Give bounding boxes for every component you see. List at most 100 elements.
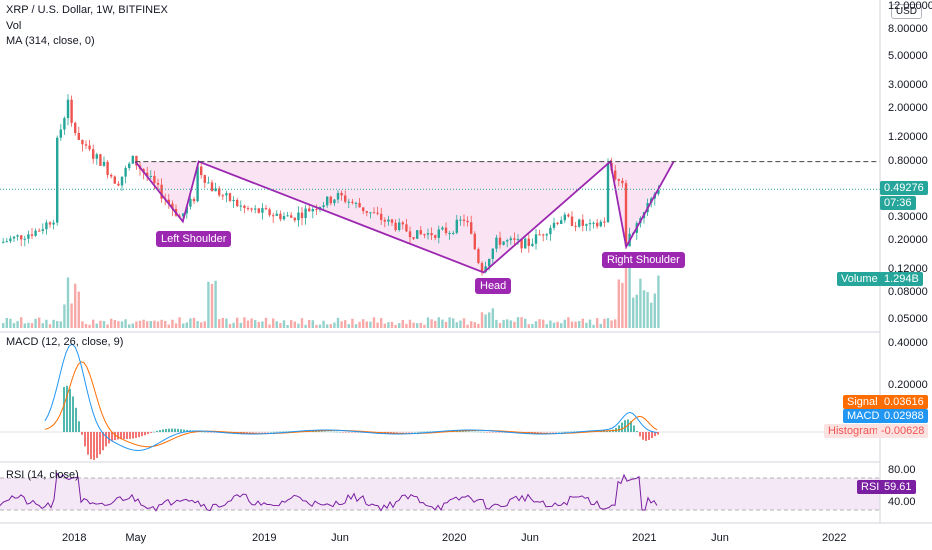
- macd-histogram-bar: [342, 432, 344, 433]
- candle-body: [326, 196, 329, 206]
- volume-bar: [419, 322, 422, 328]
- volume-bar: [326, 324, 329, 328]
- candle-body: [390, 219, 394, 223]
- macd-histogram-bar: [336, 431, 338, 433]
- macd-histogram-bar: [159, 430, 161, 432]
- macd-histogram-bar: [321, 431, 323, 432]
- volume-bar: [617, 279, 620, 328]
- macd-histogram-bar: [285, 431, 287, 432]
- volume-bar: [516, 317, 520, 328]
- volume-bar: [560, 323, 563, 328]
- volume-bar: [41, 323, 44, 328]
- macd-histogram-bar: [162, 429, 164, 432]
- candle-body: [84, 144, 88, 146]
- macd-histogram-bar: [534, 432, 536, 433]
- macd-histogram-bar: [558, 431, 560, 433]
- candle-body: [405, 224, 408, 232]
- volume-bar: [272, 318, 275, 328]
- volume-bar: [56, 321, 59, 328]
- candle-body: [2, 241, 5, 243]
- candle-body: [416, 230, 419, 239]
- candle-body: [398, 222, 401, 230]
- macd-histogram-bar: [357, 432, 359, 433]
- volume-bar: [218, 319, 221, 328]
- candle-body: [596, 222, 599, 227]
- candle-body: [394, 222, 397, 230]
- candle-body: [16, 235, 19, 237]
- macd-histogram-bar: [261, 432, 263, 433]
- volume-bar: [426, 317, 430, 328]
- macd-histogram-bar: [318, 431, 320, 432]
- candle-body: [426, 233, 430, 235]
- volume-bar: [444, 321, 448, 328]
- volume-bar: [365, 321, 368, 328]
- candle-body: [214, 188, 217, 192]
- price-tick-label: 1.20000: [888, 131, 928, 144]
- candle-body: [146, 172, 149, 177]
- macd-histogram-bar: [324, 431, 326, 432]
- time-tick-label: 2022: [822, 532, 847, 544]
- candle-body: [506, 240, 509, 242]
- candle-body: [52, 222, 55, 225]
- candle-body: [221, 195, 224, 197]
- volume-bar: [509, 320, 512, 328]
- volume-bar: [74, 283, 77, 328]
- volume-bar: [574, 321, 577, 328]
- volume-bar: [315, 324, 318, 328]
- volume-bar: [189, 318, 192, 328]
- volume-bar: [480, 312, 484, 328]
- volume-bar: [362, 319, 365, 328]
- volume-bar: [113, 320, 116, 328]
- macd-histogram-bar: [171, 428, 173, 432]
- candle-body: [30, 234, 34, 236]
- macd-histogram-bar: [639, 432, 641, 437]
- volume-bar: [610, 320, 613, 328]
- candle-body: [538, 234, 541, 236]
- price-tick-label: 3.00000: [888, 79, 928, 92]
- time-tick-label: Jun: [521, 532, 539, 544]
- macd-histogram-bar: [477, 431, 479, 433]
- time-tick-label: 2020: [442, 532, 467, 544]
- volume-bar: [318, 324, 322, 328]
- candle-body: [484, 266, 487, 273]
- volume-bar: [275, 321, 278, 328]
- time-tick-label: Jun: [711, 532, 729, 544]
- candle-body: [56, 137, 59, 223]
- candle-body: [59, 129, 62, 138]
- macd-histogram-bar: [180, 429, 182, 432]
- candle-body: [563, 214, 566, 221]
- volume-bar: [63, 304, 66, 328]
- volume-bar: [210, 283, 214, 328]
- candle-body: [77, 132, 80, 141]
- candle-body: [171, 203, 174, 209]
- volume-bar: [117, 321, 120, 328]
- macd-histogram-bar: [465, 431, 467, 432]
- candle-body: [203, 175, 206, 183]
- volume-bar: [279, 323, 282, 328]
- price-tick-label: 0.12000: [888, 262, 928, 275]
- macd-histogram-bar: [618, 425, 620, 432]
- volume-bar: [642, 290, 646, 328]
- ma-legend: MA (314, close, 0): [6, 35, 95, 47]
- volume-bar: [81, 321, 84, 328]
- candle-body: [275, 213, 278, 216]
- candle-body: [120, 176, 124, 186]
- currency-button[interactable]: USD: [890, 4, 922, 19]
- candle-body: [534, 234, 538, 244]
- candle-body: [308, 208, 311, 212]
- volume-bar: [135, 321, 138, 328]
- volume-bar: [232, 322, 235, 328]
- volume-bar: [311, 320, 314, 328]
- macd-histogram-bar: [567, 431, 569, 433]
- macd-value: 0.02988: [880, 409, 928, 423]
- macd-histogram-bar: [417, 431, 419, 433]
- macd-histogram-bar: [423, 431, 425, 433]
- volume-bar: [178, 317, 181, 328]
- candle-body: [300, 212, 304, 219]
- volume-bar: [239, 322, 242, 328]
- macd-histogram-bar: [90, 432, 92, 460]
- macd-histogram-bar: [153, 431, 155, 433]
- candle-body: [12, 236, 16, 239]
- candles: [2, 94, 660, 276]
